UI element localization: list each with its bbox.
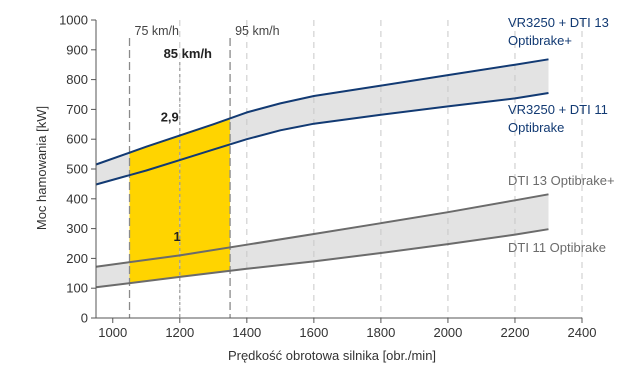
series-line-1 [95, 58, 549, 166]
x-tick-label: 1200 [165, 325, 194, 340]
series-line-4 [95, 228, 549, 289]
y-tick-label: 0 [81, 311, 88, 326]
reference-line-label: 85 km/h [164, 46, 212, 61]
series-line-2 [95, 92, 549, 186]
y-tick-label: 200 [66, 251, 88, 266]
y-tick-label: 1000 [59, 13, 88, 28]
x-axis-title: Prędkość obrotowa silnika [obr./min] [228, 348, 436, 363]
x-tick-label: 1600 [299, 325, 328, 340]
y-tick-label: 600 [66, 132, 88, 147]
y-tick-label: 100 [66, 281, 88, 296]
grid-layer [179, 20, 583, 318]
y-tick-label: 500 [66, 162, 88, 177]
x-tick-label: 2000 [433, 325, 462, 340]
y-tick-label: 400 [66, 191, 88, 206]
series-label-4: DTI 11 Optibrake [508, 240, 606, 255]
x-tick-label: 1400 [232, 325, 261, 340]
label-layer: 75 km/h 95 km/h 85 km/h VR3250 + DTI 13 Opti… [135, 15, 615, 255]
series-label-3: DTI 13 Optibrake+ [508, 173, 615, 188]
series-layer [95, 58, 549, 289]
series-label-1: VR3250 + DTI 13 Optibrake+ [508, 15, 609, 48]
region-annotation: 2,9 [161, 109, 179, 124]
series-label-2: VR3250 + DTI 11 Optibrake [508, 102, 608, 135]
x-tick-label: 2400 [568, 325, 597, 340]
region-annotation: 1 [173, 229, 180, 244]
reference-line-label: 75 km/h [135, 24, 180, 38]
x-tick-label: 2200 [501, 325, 530, 340]
y-axis-title: Moc hamowania [kW] [34, 106, 49, 230]
y-tick-label: 300 [66, 221, 88, 236]
x-tick-label: 1000 [98, 325, 127, 340]
y-tick-label: 700 [66, 102, 88, 117]
series-line-3 [95, 193, 549, 268]
y-tick-label: 800 [66, 72, 88, 87]
y-tick-label: 900 [66, 42, 88, 57]
x-tick-label: 1800 [366, 325, 395, 340]
reference-line-label: 95 km/h [235, 24, 280, 38]
